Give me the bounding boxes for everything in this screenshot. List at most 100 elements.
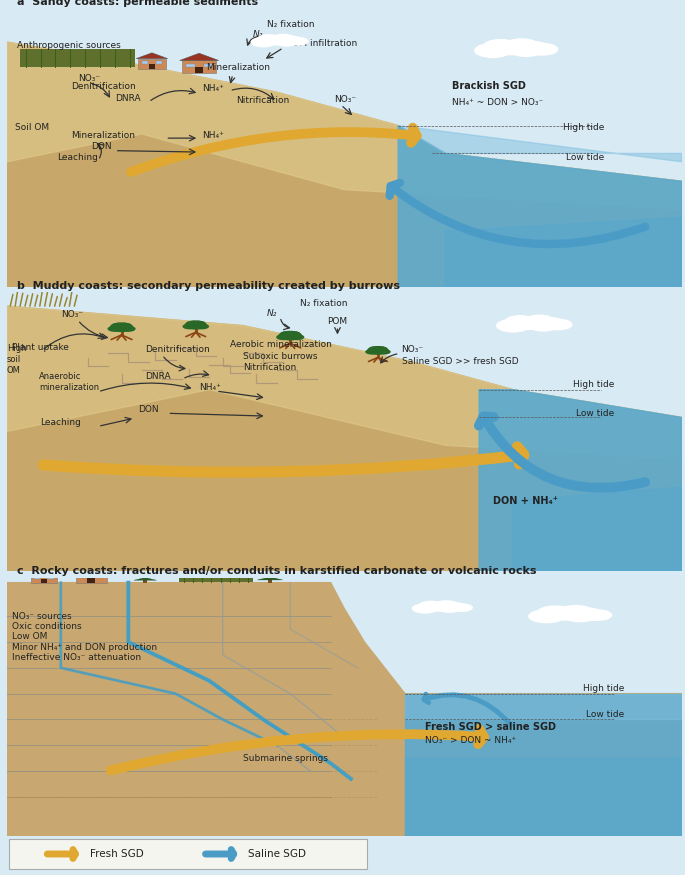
Circle shape (110, 322, 134, 332)
Polygon shape (29, 569, 59, 574)
Circle shape (365, 349, 379, 354)
Bar (21, 49, 135, 67)
Text: Soil OM: Soil OM (15, 123, 49, 132)
Text: NO₃⁻: NO₃⁻ (401, 345, 424, 354)
Text: Nitrification: Nitrification (236, 96, 290, 105)
Text: DON + NH₄⁺: DON + NH₄⁺ (493, 496, 558, 506)
Circle shape (282, 36, 301, 44)
Circle shape (287, 37, 309, 46)
Text: Mineralization: Mineralization (71, 131, 135, 140)
Polygon shape (136, 52, 168, 59)
Text: DON: DON (138, 405, 159, 414)
Circle shape (117, 323, 132, 329)
Text: Aerobic mineralization: Aerobic mineralization (229, 340, 332, 348)
Polygon shape (7, 306, 682, 459)
Circle shape (195, 324, 209, 329)
Bar (142, 61, 148, 64)
Circle shape (581, 609, 612, 621)
Polygon shape (141, 571, 149, 574)
Text: Low tide: Low tide (586, 710, 624, 719)
Bar (47, 577, 54, 578)
Text: Nitrification: Nitrification (243, 363, 296, 372)
Circle shape (434, 600, 459, 610)
Bar (31, 574, 57, 583)
Text: Anthropogenic sources: Anthropogenic sources (17, 41, 121, 50)
Circle shape (121, 326, 136, 332)
Polygon shape (139, 573, 151, 576)
Bar (203, 64, 212, 67)
Polygon shape (263, 572, 277, 575)
Circle shape (111, 323, 126, 329)
Text: High tide: High tide (573, 380, 614, 388)
Circle shape (374, 346, 388, 352)
Circle shape (377, 349, 390, 354)
Bar (182, 60, 216, 73)
Bar (268, 579, 273, 583)
Circle shape (251, 37, 276, 47)
Text: Low tide: Low tide (576, 410, 614, 418)
Circle shape (537, 606, 573, 619)
Polygon shape (134, 578, 156, 580)
Text: Brackish SGD: Brackish SGD (452, 81, 526, 92)
Text: N₂: N₂ (266, 309, 277, 318)
Circle shape (527, 43, 558, 56)
Text: NO₃⁻ sources: NO₃⁻ sources (12, 612, 72, 620)
Polygon shape (405, 694, 682, 719)
Bar (95, 575, 103, 578)
Text: DON: DON (91, 143, 112, 151)
Circle shape (548, 609, 579, 620)
Bar (138, 59, 166, 68)
Circle shape (278, 331, 302, 340)
Text: NH₄⁺: NH₄⁺ (203, 131, 225, 140)
Polygon shape (136, 575, 154, 578)
Bar (149, 64, 155, 68)
Circle shape (450, 604, 473, 612)
Circle shape (186, 320, 200, 326)
Text: Plant uptake: Plant uptake (12, 343, 69, 352)
Circle shape (257, 34, 282, 45)
Polygon shape (265, 570, 275, 573)
Text: Saline SGD >> fresh SGD: Saline SGD >> fresh SGD (401, 357, 518, 366)
Polygon shape (405, 758, 682, 836)
Bar (195, 67, 203, 73)
Text: Suboxic burrows: Suboxic burrows (243, 352, 318, 361)
Text: NH₄⁺: NH₄⁺ (203, 84, 225, 93)
Text: POM: POM (327, 318, 347, 326)
Bar (155, 61, 162, 64)
Circle shape (537, 317, 563, 327)
Text: c  Rocky coasts: fractures and/or conduits in karstified carbonate or volcanic r: c Rocky coasts: fractures and/or conduit… (17, 566, 536, 576)
Polygon shape (445, 217, 682, 287)
Text: Fresh SGD > saline SGD: Fresh SGD > saline SGD (425, 722, 556, 732)
Circle shape (264, 37, 286, 46)
Circle shape (545, 318, 573, 331)
Polygon shape (7, 306, 682, 570)
Circle shape (271, 33, 295, 44)
Bar (179, 571, 253, 582)
Text: b  Muddy coasts: secondary permeability created by burrows: b Muddy coasts: secondary permeability c… (17, 281, 400, 290)
Bar (79, 575, 87, 578)
Text: Minor NH₄⁺ and DON production: Minor NH₄⁺ and DON production (12, 643, 158, 652)
Polygon shape (258, 577, 282, 580)
Circle shape (426, 603, 449, 612)
Text: Leaching: Leaching (40, 418, 82, 427)
Text: NO₃⁻: NO₃⁻ (77, 74, 100, 83)
Circle shape (496, 318, 530, 332)
Polygon shape (7, 42, 682, 287)
Polygon shape (479, 389, 682, 570)
Bar (21, 49, 135, 67)
Circle shape (280, 331, 295, 337)
Text: Mineralization: Mineralization (206, 63, 270, 72)
Text: Leaching: Leaching (58, 153, 99, 163)
Circle shape (508, 42, 544, 57)
Text: NO₃⁻: NO₃⁻ (334, 95, 356, 104)
Text: Low OM: Low OM (12, 633, 48, 641)
Circle shape (182, 324, 197, 329)
Circle shape (436, 603, 462, 612)
Circle shape (445, 602, 465, 610)
Text: NH₄⁺: NH₄⁺ (199, 382, 221, 392)
Text: NH₄⁺ ~ DON > NO₃⁻: NH₄⁺ ~ DON > NO₃⁻ (452, 98, 543, 107)
Circle shape (276, 334, 291, 340)
Text: Submarine springs: Submarine springs (243, 753, 328, 763)
Circle shape (504, 315, 536, 328)
Circle shape (528, 609, 565, 623)
